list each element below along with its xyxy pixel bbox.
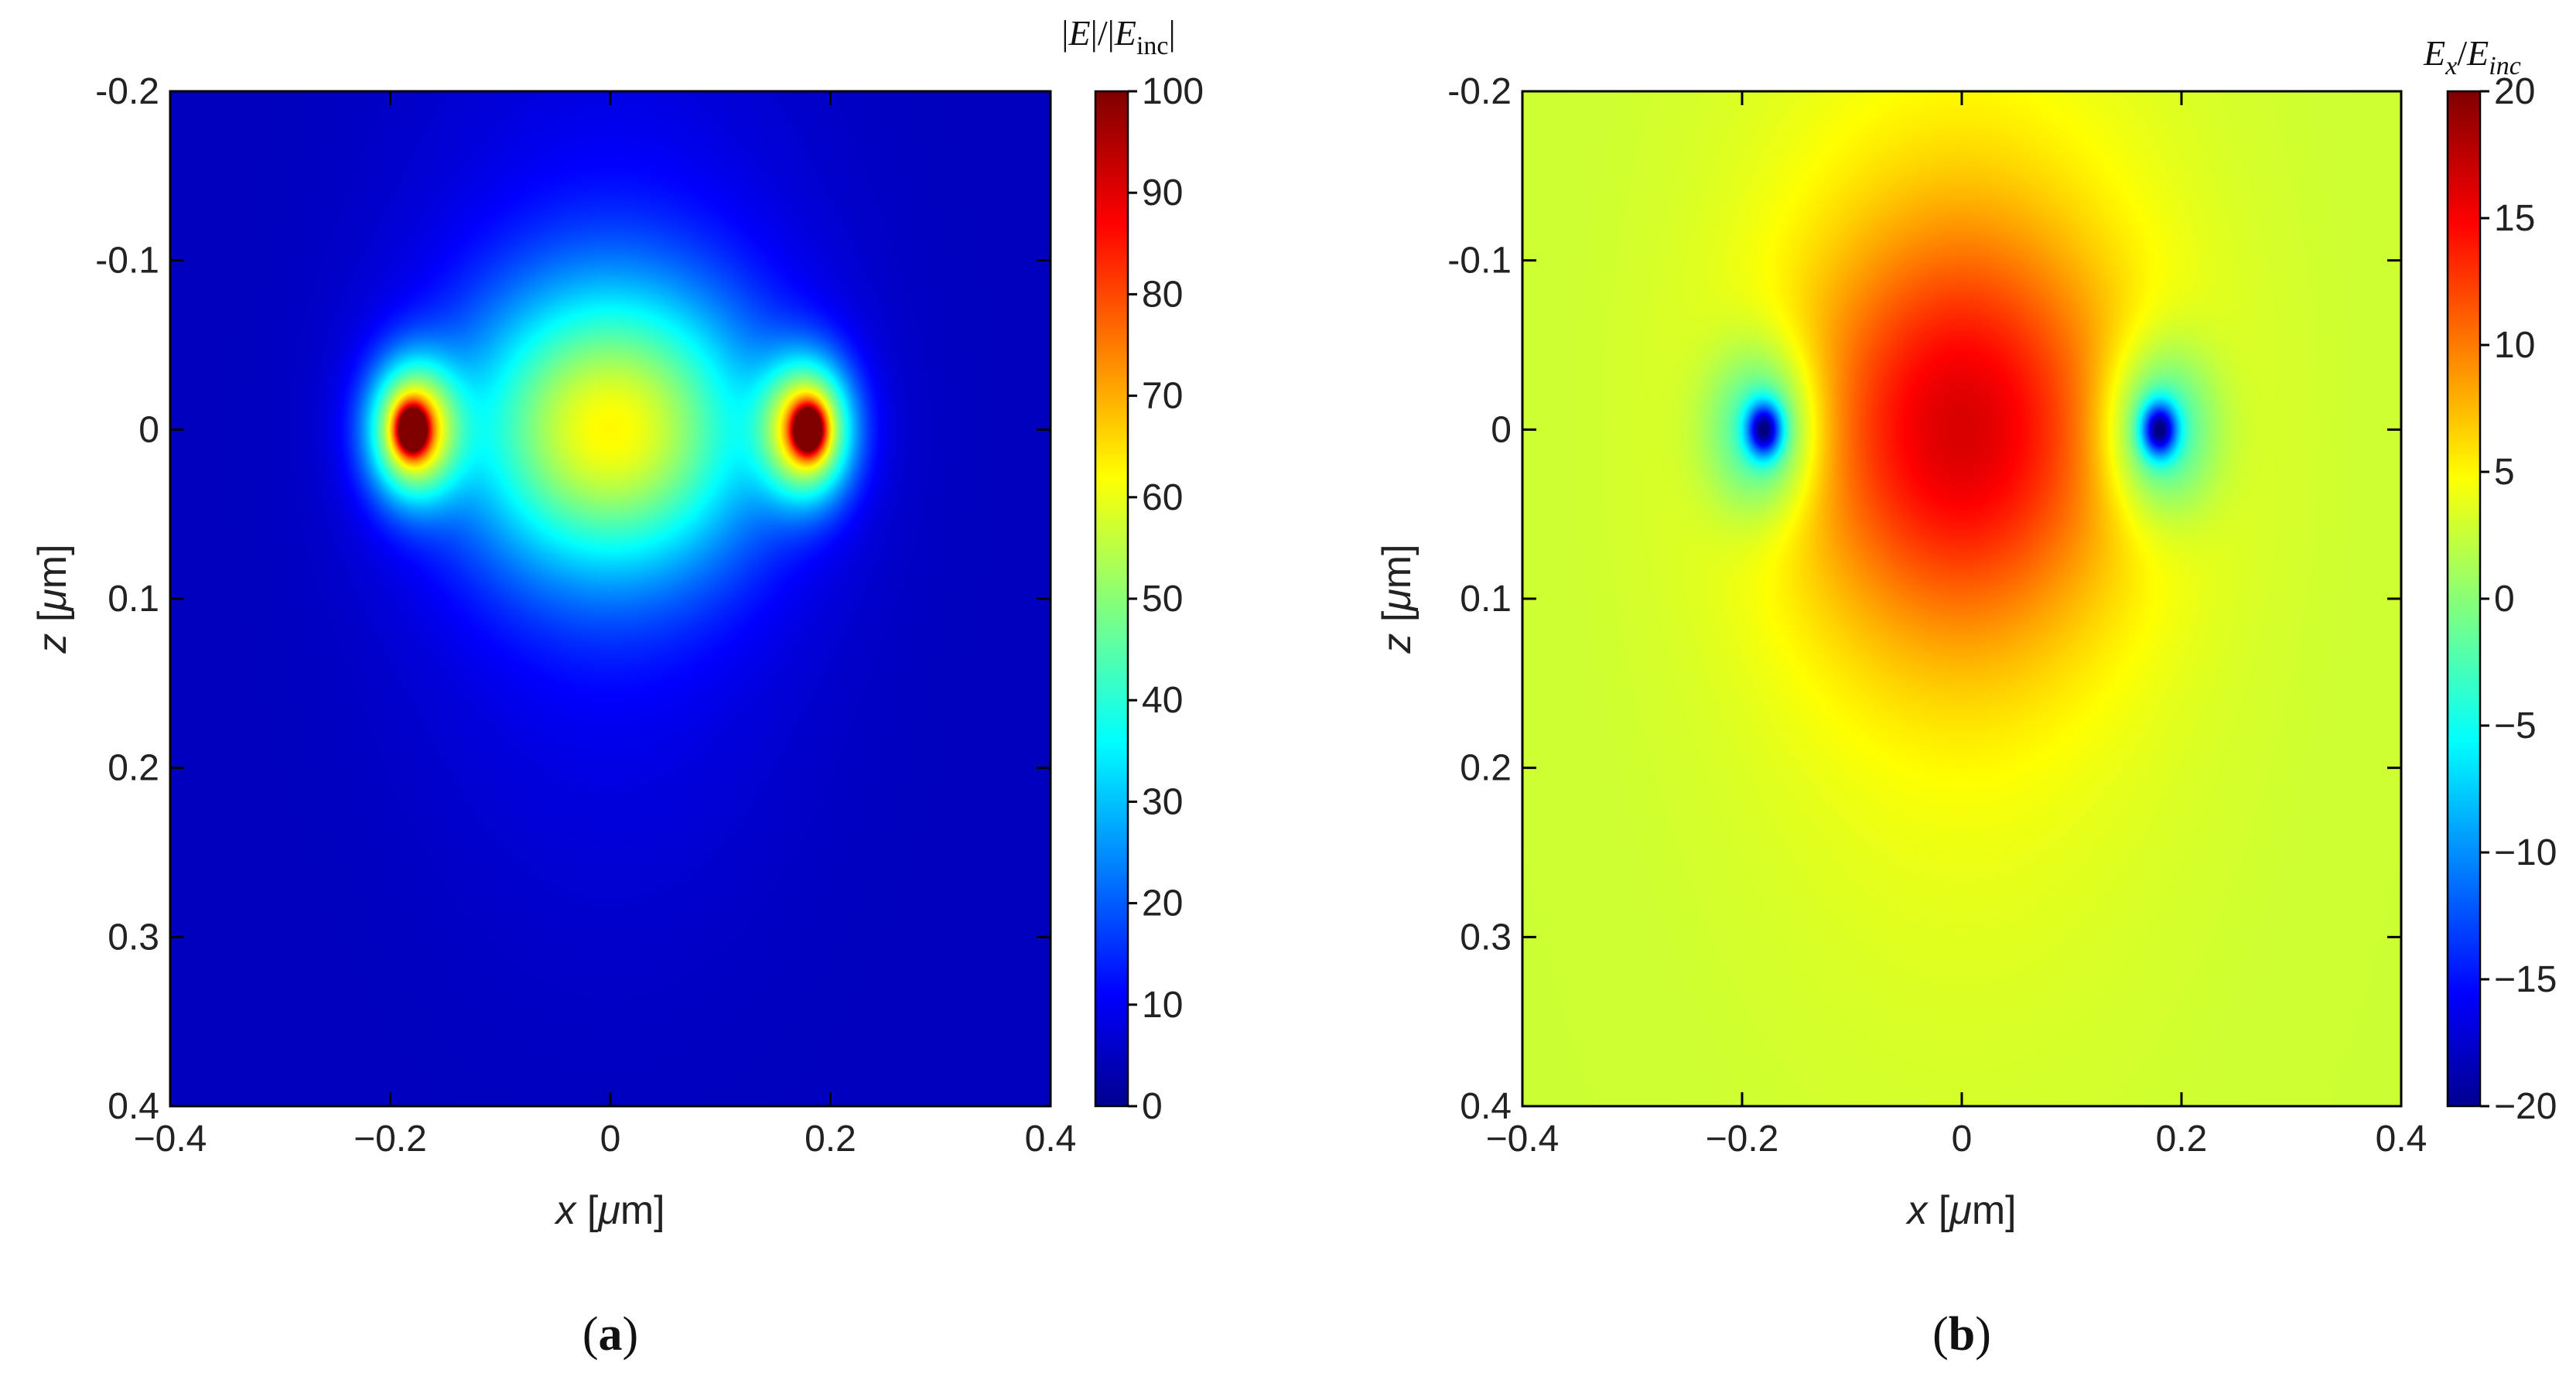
- x-tick-label: 0.2: [2156, 1119, 2208, 1160]
- y-axis-label-a: z [μm]: [30, 544, 75, 654]
- y-tick-label: 0.3: [1460, 917, 1512, 958]
- colorbar-a: [1094, 90, 1129, 1108]
- y-tick-label: 0: [138, 409, 159, 450]
- colorbar-tick-label: −15: [2494, 959, 2557, 1000]
- colorbar-tick-label: 40: [1142, 680, 1183, 721]
- colorbar-tick-label: 90: [1142, 172, 1183, 213]
- axis-ticks-b: −0.4 −0.2 0 0.2 0.4 -0.2 -0.1 0 0.1 0.2 0.3 0.4: [1447, 71, 2427, 1160]
- panel-a: −0.4 −0.2 0 0.2 0.4 -0.2 -0.1 0 0.1 0.2 0.3 0.4 x […: [30, 13, 1204, 1361]
- y-tick-label: -0.2: [95, 71, 159, 112]
- colorbar-tick-label: 80: [1142, 274, 1183, 315]
- heatmap-b: [1522, 91, 2401, 1106]
- colorbar-b: [2446, 90, 2482, 1108]
- x-tick-label: 0.4: [2376, 1119, 2427, 1160]
- x-axis-label-b: x [μm]: [1905, 1188, 2016, 1233]
- y-tick-label: 0.4: [108, 1086, 159, 1127]
- y-tick-label: -0.1: [1447, 241, 1512, 282]
- y-tick-label: 0.3: [108, 917, 159, 958]
- colorbar-tick-label: 5: [2494, 452, 2515, 493]
- colorbar-tick-label: 30: [1142, 781, 1183, 822]
- x-tick-label: 0.2: [805, 1119, 856, 1160]
- colorbar-tick-label: 0: [2494, 579, 2515, 620]
- colorbar-tick-label: 20: [2494, 71, 2535, 112]
- y-tick-label: 0: [1491, 409, 1512, 450]
- x-tick-label: 0: [1952, 1119, 1973, 1160]
- y-tick-label: -0.2: [1447, 71, 1512, 112]
- y-axis-label-b: z [μm]: [1375, 544, 1420, 654]
- colorbar-tick-label: 0: [1142, 1086, 1163, 1127]
- colorbar-tick-label: −5: [2494, 705, 2537, 746]
- y-tick-label: 0.1: [108, 579, 159, 620]
- y-tick-label: 0.2: [108, 748, 159, 789]
- heatmap-a: [170, 91, 1051, 1106]
- colorbar-tick-label: 15: [2494, 198, 2535, 239]
- colorbar-title-b: Ex/Einc: [2423, 33, 2521, 80]
- panel-label-a: (a): [583, 1308, 638, 1361]
- colorbar-ticks-b: −20 −15 −10 −5 0 5 10 15 20: [2480, 71, 2557, 1127]
- colorbar-tick-label: 10: [1142, 985, 1183, 1026]
- x-tick-label: −0.4: [134, 1119, 207, 1160]
- y-tick-label: -0.1: [95, 241, 159, 282]
- colorbar-tick-label: 50: [1142, 579, 1183, 620]
- colorbar-tick-label: 70: [1142, 376, 1183, 417]
- axis-ticks-a: −0.4 −0.2 0 0.2 0.4 -0.2 -0.1 0 0.1 0.2 0.3 0.4: [95, 71, 1076, 1160]
- x-tick-label: 0: [600, 1119, 621, 1160]
- x-axis-label-a: x [μm]: [553, 1188, 664, 1233]
- x-tick-label: −0.2: [1706, 1119, 1779, 1160]
- y-tick-label: 0.4: [1460, 1086, 1512, 1127]
- colorbar-tick-label: 10: [2494, 325, 2535, 366]
- panel-b: −0.4 −0.2 0 0.2 0.4 -0.2 -0.1 0 0.1 0.2 0.3 0.4 x […: [1375, 33, 2557, 1361]
- x-tick-label: 0.4: [1025, 1119, 1077, 1160]
- y-tick-label: 0.1: [1460, 579, 1512, 620]
- y-tick-label: 0.2: [1460, 748, 1512, 789]
- colorbar-tick-label: 60: [1142, 477, 1183, 518]
- colorbar-tick-label: 20: [1142, 883, 1183, 924]
- panel-label-b: (b): [1932, 1308, 1991, 1361]
- colorbar-title-a: |E|/|Einc|: [1061, 13, 1175, 60]
- colorbar-tick-label: 100: [1142, 71, 1204, 112]
- x-tick-label: −0.4: [1486, 1119, 1560, 1160]
- colorbar-tick-label: −20: [2494, 1086, 2557, 1127]
- colorbar-ticks-a: 0 10 20 30 40 50 60 70 80 90 100: [1128, 71, 1204, 1127]
- x-tick-label: −0.2: [354, 1119, 427, 1160]
- colorbar-tick-label: −10: [2494, 832, 2557, 873]
